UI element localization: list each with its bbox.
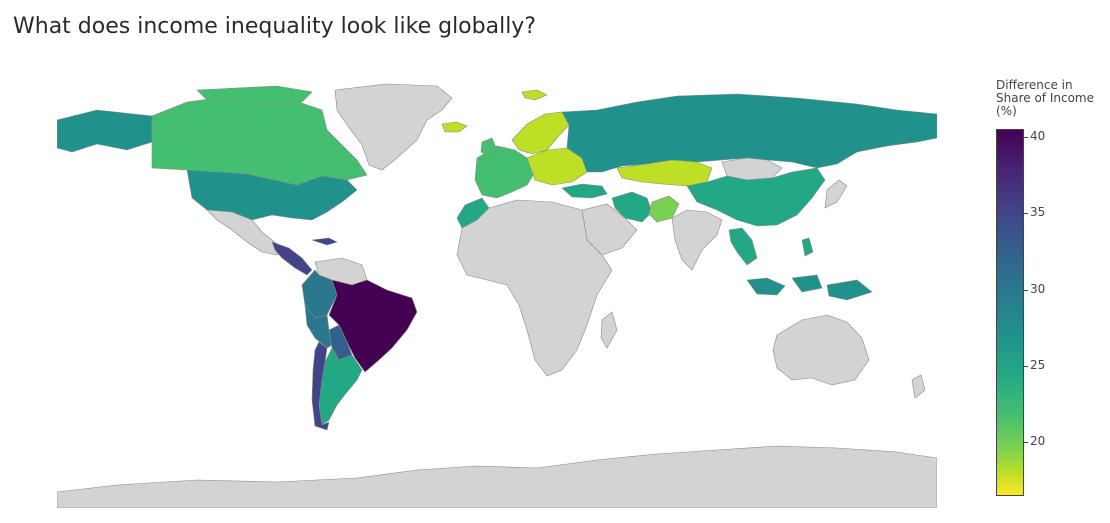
country-greenland[interactable] bbox=[334, 83, 453, 171]
country-scandinavia[interactable] bbox=[511, 111, 570, 155]
country-turkey[interactable] bbox=[561, 183, 608, 199]
country-india[interactable] bbox=[671, 209, 723, 271]
country-mexico[interactable] bbox=[206, 209, 283, 256]
country-alaska[interactable] bbox=[57, 109, 153, 153]
legend-title-line-2: Share of Income bbox=[996, 91, 1094, 105]
country-canada[interactable] bbox=[151, 95, 368, 186]
country-philippines[interactable] bbox=[801, 237, 814, 257]
country-western-europe[interactable] bbox=[474, 145, 536, 199]
country-madagascar[interactable] bbox=[600, 311, 618, 349]
country-indonesia[interactable] bbox=[746, 274, 873, 301]
legend-title-line-1: Difference in bbox=[996, 78, 1073, 92]
country-thailand[interactable] bbox=[728, 227, 758, 266]
country-canada-islands[interactable] bbox=[196, 85, 313, 105]
colorbar-tick-label: 25 bbox=[1030, 358, 1046, 373]
country-caribbean[interactable] bbox=[311, 237, 338, 246]
country-africa[interactable] bbox=[456, 199, 613, 377]
country-brazil[interactable] bbox=[328, 279, 418, 373]
country-china[interactable] bbox=[686, 167, 826, 227]
colorbar-tick bbox=[1023, 136, 1028, 138]
legend-title: Difference in Share of Income (%) bbox=[996, 79, 1108, 118]
colorbar-tick-label: 30 bbox=[1030, 281, 1046, 296]
country-chile[interactable] bbox=[311, 341, 330, 431]
country-japan[interactable] bbox=[824, 179, 848, 209]
country-australia[interactable] bbox=[772, 314, 870, 386]
map-svg[interactable] bbox=[57, 80, 937, 508]
colorbar-tick-label: 40 bbox=[1030, 128, 1046, 143]
colorbar-tick bbox=[1023, 213, 1028, 215]
colorbar-tick-label: 20 bbox=[1030, 434, 1046, 449]
country-svalbard[interactable] bbox=[521, 89, 548, 101]
country-central-america[interactable] bbox=[271, 241, 313, 276]
chart-title: What does income inequality look like gl… bbox=[13, 14, 537, 39]
country-antarctica[interactable] bbox=[57, 445, 937, 508]
country-iran[interactable] bbox=[611, 191, 653, 223]
country-uk[interactable] bbox=[480, 137, 498, 157]
country-new-zealand[interactable] bbox=[911, 374, 926, 399]
country-iceland[interactable] bbox=[441, 121, 468, 133]
colorbar-tick-label: 35 bbox=[1030, 205, 1046, 220]
colorbar bbox=[996, 129, 1024, 496]
world-map[interactable] bbox=[57, 80, 937, 508]
colorbar-tick bbox=[1023, 442, 1028, 444]
legend-title-line-3: (%) bbox=[996, 104, 1017, 118]
colorbar-tick bbox=[1023, 289, 1028, 291]
colorbar-tick bbox=[1023, 366, 1028, 368]
